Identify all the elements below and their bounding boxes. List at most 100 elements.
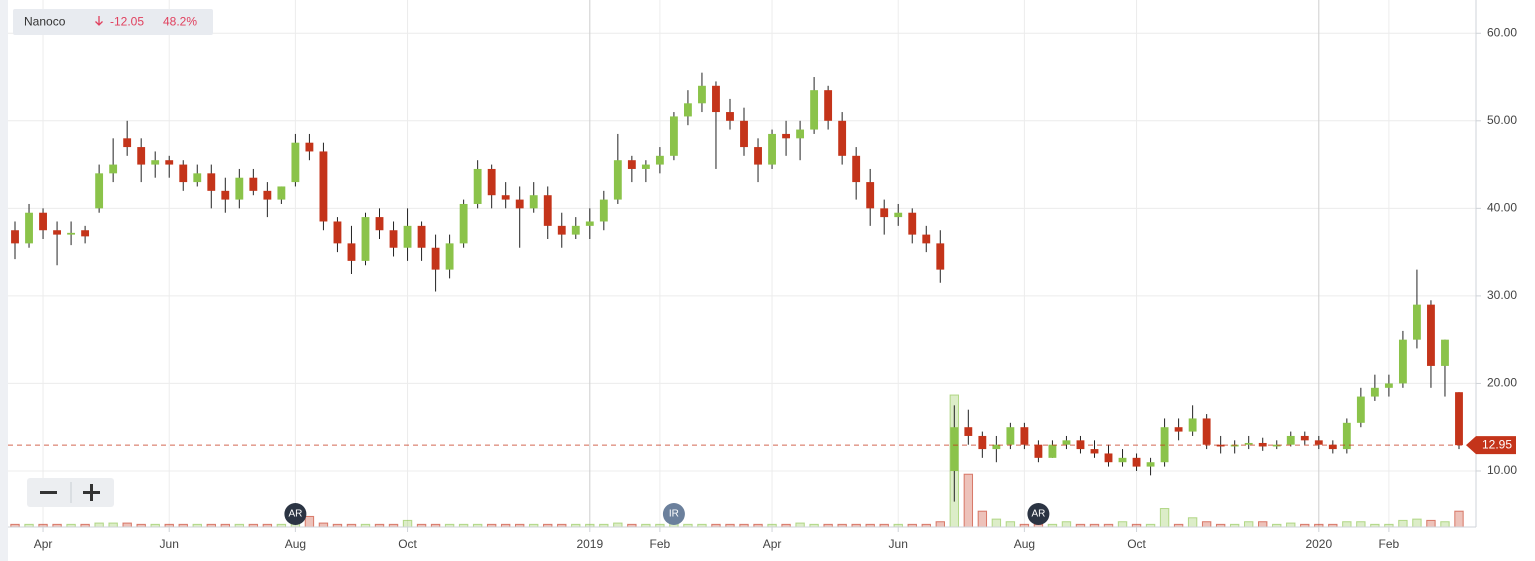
candle-body — [1356, 396, 1365, 423]
volume-bar — [1398, 519, 1408, 528]
candle-body — [1034, 444, 1043, 458]
x-tick-label: 2019 — [576, 537, 603, 551]
candle-body — [1370, 387, 1379, 397]
candle-body — [754, 147, 762, 165]
candle-body — [1314, 440, 1323, 445]
candle-body — [655, 155, 664, 165]
candle-body — [571, 225, 580, 235]
overlay: AR IR AR — [8, 444, 1466, 525]
candle-body — [459, 203, 468, 244]
volume-bar — [1440, 521, 1450, 528]
candle-body — [613, 160, 622, 200]
candle-body — [403, 225, 412, 248]
candle-body — [1328, 444, 1337, 450]
candle-body — [1104, 453, 1113, 463]
candle-body — [726, 112, 734, 121]
candle-body — [1384, 383, 1393, 388]
candle-body — [627, 160, 636, 169]
x-tick-label: Oct — [1127, 537, 1146, 551]
candle-body — [1441, 339, 1449, 366]
candle-body — [1202, 418, 1211, 445]
candle-body — [698, 85, 706, 104]
candle-body — [936, 243, 945, 270]
volume-bar — [1117, 521, 1128, 528]
candle-body — [305, 142, 314, 152]
candle-body — [207, 173, 216, 191]
candle-body — [768, 133, 776, 165]
x-tick-label: Feb — [1379, 537, 1400, 551]
candle-body — [1216, 444, 1225, 447]
legend-name: Nanoco — [24, 15, 66, 29]
legend-change-pct: 48.2% — [163, 15, 197, 29]
candle-body — [978, 435, 987, 450]
candle-body — [375, 217, 384, 231]
candle-body — [1132, 457, 1141, 467]
candle-body — [852, 155, 861, 183]
zoom-in[interactable] — [83, 484, 100, 501]
left-edge — [0, 0, 8, 561]
candle-body — [1272, 444, 1281, 447]
volume-bar — [795, 522, 805, 528]
event-label: AR — [1031, 509, 1045, 520]
candle-body — [1455, 392, 1463, 446]
event-label: IR — [669, 509, 679, 520]
candle-body — [389, 230, 398, 248]
candle-body — [81, 230, 90, 237]
volume-bar — [1356, 521, 1366, 528]
candle-body — [992, 444, 1001, 450]
candle-body — [1146, 462, 1155, 467]
x-tick-label: 2020 — [1305, 537, 1332, 551]
candle-body — [487, 168, 496, 196]
x-tick-label: Feb — [650, 537, 671, 551]
volume-bar — [108, 522, 118, 528]
candle-body — [599, 199, 608, 222]
volume-bar — [122, 522, 132, 528]
candle-body — [431, 247, 440, 270]
candle-body — [922, 234, 931, 244]
candle-body — [1090, 449, 1099, 454]
volume-bar — [318, 522, 329, 528]
candle-body — [669, 116, 678, 156]
y-tick-label: 30.00 — [1487, 288, 1517, 302]
candle-body — [712, 85, 720, 113]
zoom-controls — [27, 478, 114, 507]
candle-body — [557, 225, 566, 235]
candle-body — [473, 168, 482, 204]
candle-body — [1174, 427, 1183, 432]
candle-body — [740, 120, 748, 148]
candle-body — [249, 177, 258, 191]
candle-body — [529, 195, 538, 209]
candle-layer — [11, 72, 1463, 502]
candle-body — [291, 142, 300, 183]
candle-body — [95, 173, 104, 209]
candle-body — [501, 195, 510, 200]
zoom-out[interactable] — [40, 491, 57, 494]
candle-body — [684, 103, 692, 117]
candle-body — [894, 212, 903, 218]
candle-body — [1342, 422, 1351, 450]
candle-body — [1398, 339, 1407, 384]
y-tick-label: 40.00 — [1487, 201, 1517, 215]
volume-bar — [1258, 521, 1268, 528]
last-price-tag — [1466, 436, 1516, 455]
y-tick-label: 20.00 — [1487, 376, 1517, 390]
candle-body — [824, 90, 833, 121]
candle-body — [810, 90, 819, 130]
volume-bar — [1412, 518, 1422, 528]
volume-bar — [1061, 521, 1072, 528]
volume-bar — [935, 521, 945, 528]
y-tick-label: 60.00 — [1487, 25, 1517, 39]
candle-body — [445, 243, 454, 270]
y-tick-label: 10.00 — [1487, 463, 1517, 477]
candle-body — [179, 164, 188, 183]
event-label: AR — [288, 509, 302, 520]
down-arrow-icon — [95, 16, 103, 26]
candle-body — [361, 217, 370, 261]
candle-body — [796, 129, 805, 139]
candle-body — [11, 230, 19, 244]
volume-bar — [613, 522, 623, 528]
candle-body — [880, 208, 889, 218]
